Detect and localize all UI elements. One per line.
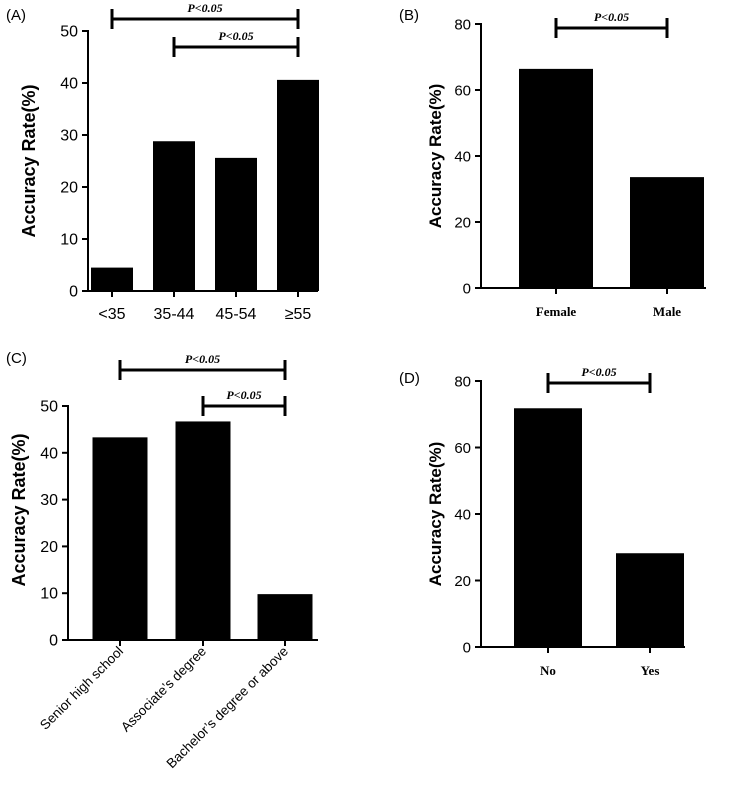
x-category-label: 35-44 xyxy=(154,306,195,323)
x-category-label: Male xyxy=(653,304,681,319)
bar-3 xyxy=(257,594,313,640)
y-tick-label: 20 xyxy=(454,573,471,590)
x-category-label: Yes xyxy=(641,663,660,678)
y-tick-label: 80 xyxy=(454,17,471,34)
y-tick-label: 0 xyxy=(69,284,78,301)
bar-2 xyxy=(153,141,195,291)
chart-panel-b: (B) Accuracy Rate(%) 0 20 40 60 80 Female Male P<… xyxy=(399,7,706,319)
y-tick-label: 30 xyxy=(40,492,58,509)
significance-label: P<0.05 xyxy=(187,1,222,15)
y-tick-label: 0 xyxy=(463,281,471,298)
panel-label: (A) xyxy=(6,7,26,24)
significance-label: P<0.05 xyxy=(226,388,261,402)
bar-2 xyxy=(616,553,684,647)
chart-panel-d: (D) Accuracy Rate(%) 0 20 40 60 80 No Yes P<0.05 xyxy=(399,365,685,678)
y-tick-label: 40 xyxy=(454,149,471,166)
y-axis-label: Accuracy Rate(%) xyxy=(9,433,29,586)
y-tick-label: 10 xyxy=(60,232,78,249)
significance-bracket xyxy=(201,396,287,416)
significance-bracket xyxy=(172,37,300,57)
panel-label: (B) xyxy=(399,7,419,24)
bar-2 xyxy=(630,177,704,288)
significance-bracket xyxy=(110,9,300,29)
bar-1 xyxy=(91,267,133,291)
significance-bracket xyxy=(118,360,287,380)
bar-1 xyxy=(92,437,148,640)
significance-label: P<0.05 xyxy=(594,10,629,24)
chart-panel-a: (A) Accuracy Rate(%) 0 10 20 30 40 50 <35 35-44 45… xyxy=(6,1,319,323)
y-axis-label: Accuracy Rate(%) xyxy=(19,84,39,237)
significance-label: P<0.05 xyxy=(218,29,253,43)
y-axis-label: Accuracy Rate(%) xyxy=(426,442,445,587)
y-tick-label: 40 xyxy=(40,445,58,462)
y-tick-label: 0 xyxy=(49,633,58,650)
x-category-label: ≥55 xyxy=(285,306,312,323)
x-category-label: No xyxy=(540,663,556,678)
bar-1 xyxy=(514,408,582,647)
bar-4 xyxy=(277,79,319,291)
y-tick-label: 40 xyxy=(454,507,471,524)
x-category-label: Associate’s degree xyxy=(118,644,209,735)
chart-panel-c: (C) Accuracy Rate(%) 0 10 20 30 40 50 Senior hig… xyxy=(6,350,318,771)
y-axis-label: Accuracy Rate(%) xyxy=(426,84,445,229)
y-tick-label: 50 xyxy=(40,399,58,416)
significance-label: P<0.05 xyxy=(185,352,220,366)
significance-bracket xyxy=(554,18,669,38)
y-tick-label: 20 xyxy=(454,215,471,232)
panel-label: (C) xyxy=(6,350,27,367)
bar-2 xyxy=(175,421,231,640)
x-category-label: Female xyxy=(536,304,577,319)
significance-label: P<0.05 xyxy=(581,365,616,379)
bar-3 xyxy=(215,157,257,291)
panel-label: (D) xyxy=(399,370,420,387)
y-tick-label: 80 xyxy=(454,374,471,391)
y-tick-label: 50 xyxy=(60,24,78,41)
y-tick-label: 60 xyxy=(454,83,471,100)
y-tick-label: 20 xyxy=(60,180,78,197)
y-tick-label: 20 xyxy=(40,539,58,556)
y-tick-label: 0 xyxy=(463,640,471,657)
significance-bracket xyxy=(546,373,652,393)
y-tick-label: 30 xyxy=(60,128,78,145)
y-tick-label: 10 xyxy=(40,586,58,603)
y-tick-label: 60 xyxy=(454,440,471,457)
bar-1 xyxy=(519,68,593,288)
x-category-label: Senior high school xyxy=(37,644,126,733)
x-category-label: 45-54 xyxy=(216,306,257,323)
x-category-label: <35 xyxy=(98,306,125,323)
y-tick-label: 40 xyxy=(60,76,78,93)
